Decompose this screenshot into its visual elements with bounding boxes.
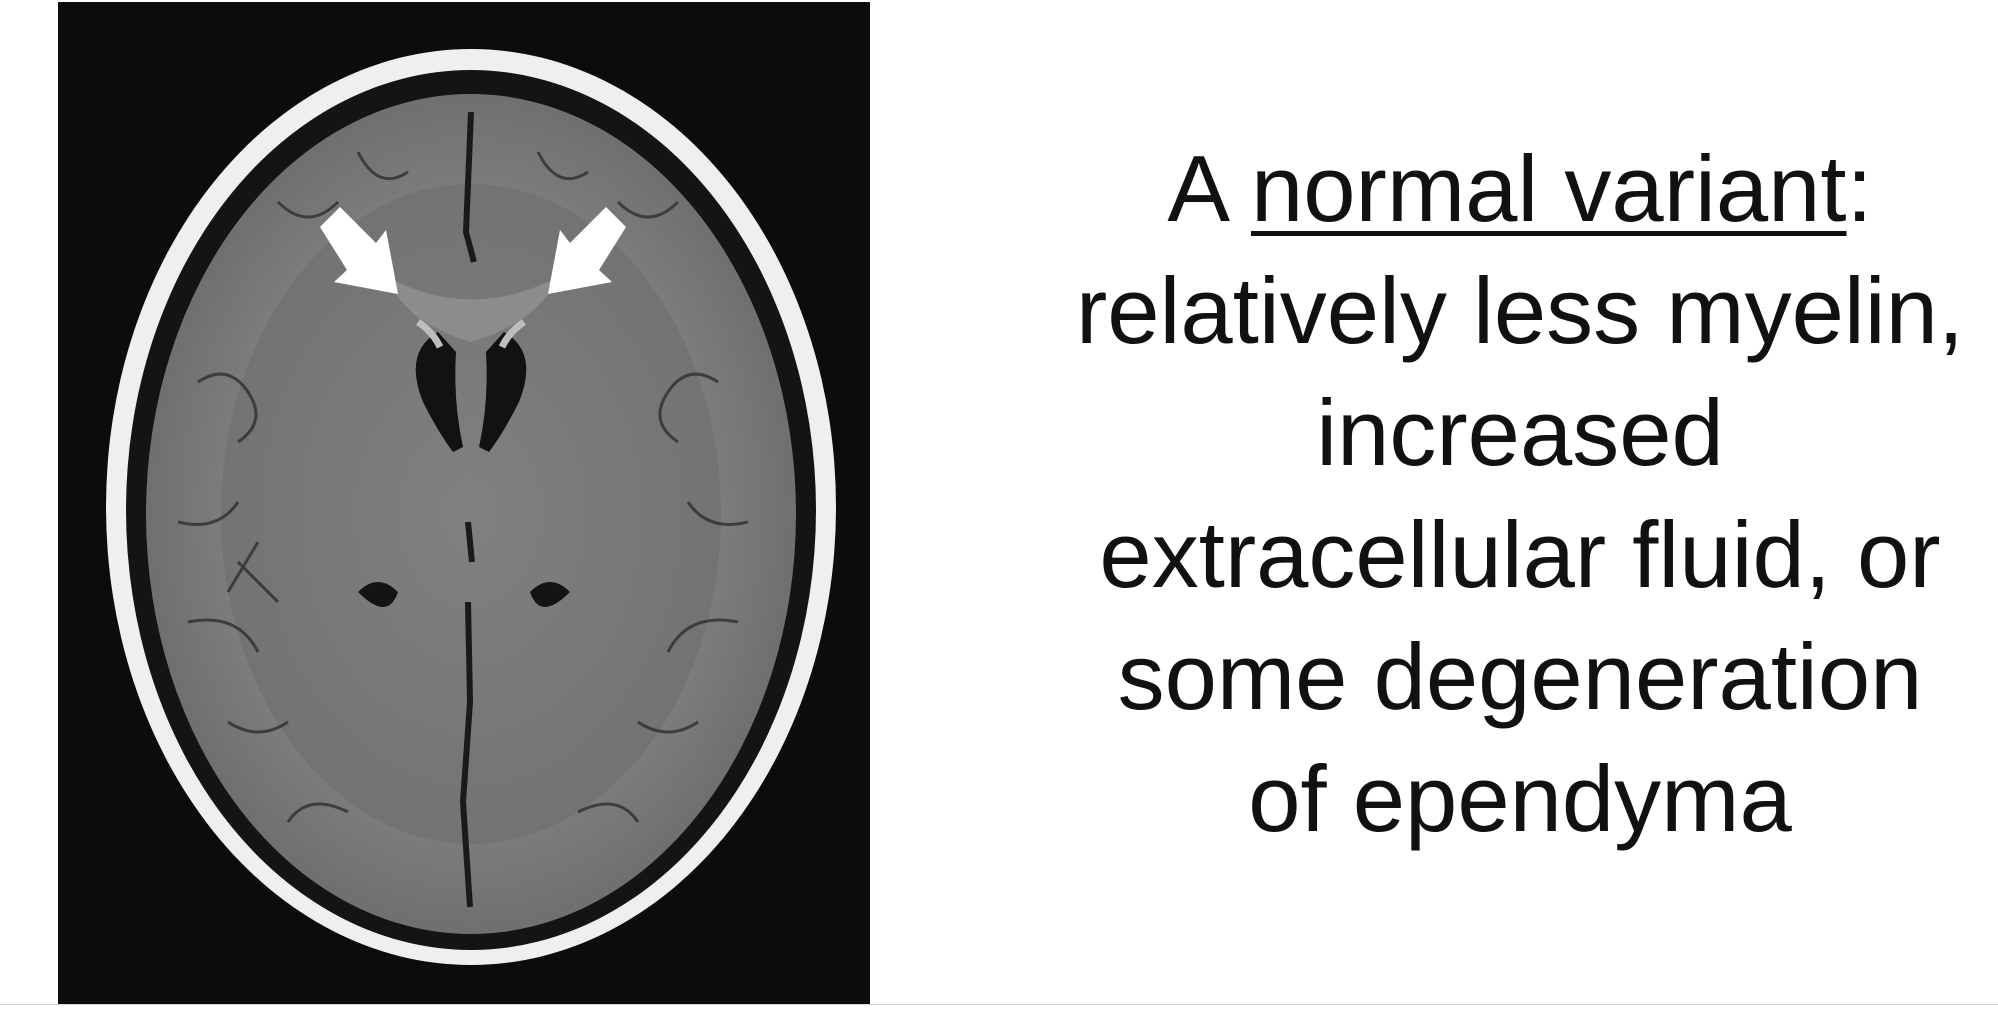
lateral-ventricle-right: [479, 332, 527, 452]
caption-line: increased: [1316, 380, 1724, 485]
sulci-pattern: [177, 151, 749, 823]
caption-text: A normal variant: relatively less myelin…: [1040, 128, 1998, 860]
interhemispheric-fissure: [459, 111, 477, 908]
corpus-callosum-genu: [388, 277, 558, 342]
caption-line: extracellular fluid, or: [1099, 502, 1941, 607]
lateral-ventricle-left: [415, 332, 463, 452]
annotation-arrows: [320, 207, 626, 294]
periventricular-cap-left: [416, 319, 444, 349]
arrow-right: [548, 207, 626, 294]
caption-heading: A normal variant:: [1040, 128, 1998, 250]
periventricular-cap-right: [498, 319, 526, 349]
caption-suffix: :: [1846, 136, 1873, 241]
caption-line: some degeneration: [1117, 624, 1923, 729]
slide-bottom-border: [0, 1004, 1998, 1005]
mri-brain-scan: [58, 2, 870, 1004]
caption-prefix: A: [1167, 136, 1251, 241]
mri-brain-image: [58, 2, 870, 1004]
caption-term-underlined: normal variant: [1250, 136, 1847, 241]
caption-line: relatively less myelin,: [1075, 258, 1965, 363]
caption-line: of ependyma: [1248, 746, 1792, 851]
arrow-left: [320, 207, 398, 294]
